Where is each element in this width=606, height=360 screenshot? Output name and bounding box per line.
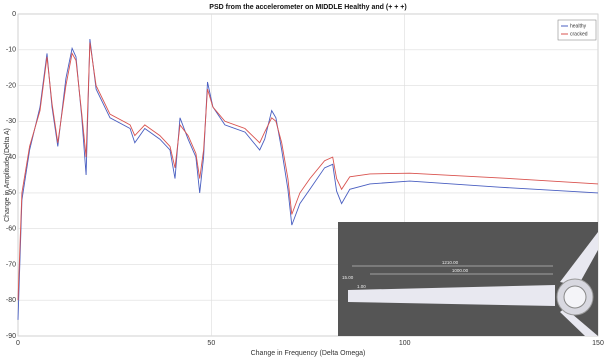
y-tick-label: -50 — [6, 190, 16, 197]
y-tick-label: -20 — [6, 82, 16, 89]
x-tick-label: 0 — [16, 340, 20, 347]
y-tick-label: -70 — [6, 261, 16, 268]
inset-background — [338, 222, 598, 336]
chart-title: PSD from the accelerometer on MIDDLE Hea… — [209, 4, 406, 11]
y-axis-label: Change in Amplitude (Delta A) — [4, 128, 11, 222]
x-tick-label: 150 — [592, 340, 604, 347]
y-tick-label: -60 — [6, 226, 16, 233]
dimension-label: 1210.00 — [442, 260, 459, 265]
dimension-label: 1.00 — [357, 284, 366, 289]
legend-label: healthy — [570, 23, 587, 29]
dimension-label: 1000.00 — [452, 268, 469, 273]
x-tick-label: 50 — [207, 340, 215, 347]
y-tick-label: -10 — [6, 47, 16, 54]
x-axis-label: Change in Frequency (Delta Omega) — [251, 350, 366, 357]
x-tick-label: 100 — [399, 340, 411, 347]
y-tick-label: -40 — [6, 154, 16, 161]
y-tick-label: -80 — [6, 297, 16, 304]
hub-inner — [564, 286, 586, 308]
y-tick-label: -90 — [6, 333, 16, 340]
dimension-label: 15.00 — [342, 275, 354, 280]
chart: PSD from the accelerometer on MIDDLE Hea… — [0, 0, 606, 360]
legend-label: cracked — [570, 31, 588, 37]
y-tick-label: 0 — [12, 11, 16, 18]
y-tick-label: -30 — [6, 118, 16, 125]
inset-image: 1210.00 1000.00 15.00 1.00 — [338, 222, 598, 336]
